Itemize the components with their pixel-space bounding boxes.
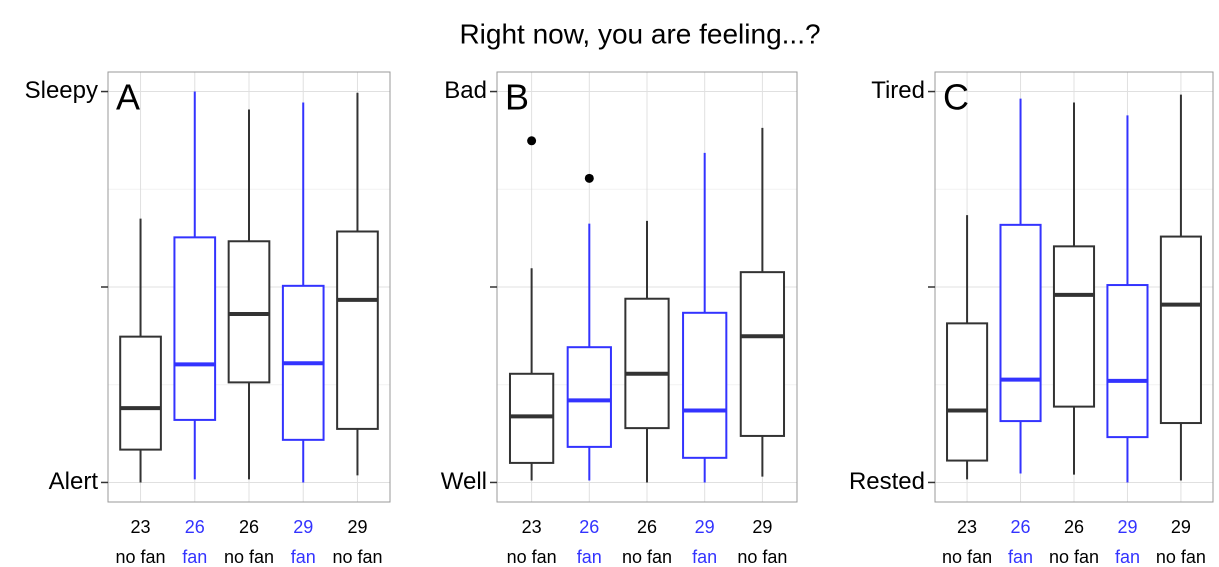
x-tick-label: 26 <box>637 517 657 537</box>
x-tick-label: no fan <box>332 547 382 567</box>
x-tick-label: 26 <box>1064 517 1084 537</box>
x-tick-label: 29 <box>752 517 772 537</box>
panel-label: B <box>505 77 529 118</box>
box <box>566 346 612 448</box>
x-tick-label: no fan <box>737 547 787 567</box>
box <box>227 240 271 384</box>
x-tick-label: fan <box>577 547 602 567</box>
box <box>946 322 989 462</box>
outlier <box>584 173 594 183</box>
x-tick-label: no fan <box>224 547 274 567</box>
x-tick-label: fan <box>692 547 717 567</box>
x-tick-label: 23 <box>131 517 151 537</box>
y-tick-label: Well <box>441 468 487 495</box>
x-tick-label: 23 <box>957 517 977 537</box>
x-tick-label: fan <box>1008 547 1033 567</box>
x-tick-label: 26 <box>1011 517 1031 537</box>
box <box>173 236 217 421</box>
panel-label: A <box>116 77 140 118</box>
x-tick-label: fan <box>291 547 316 567</box>
x-tick-label: 29 <box>695 517 715 537</box>
x-tick-label: 26 <box>185 517 205 537</box>
y-tick-label: Rested <box>849 468 925 495</box>
x-tick-label: no fan <box>507 547 557 567</box>
x-tick-label: no fan <box>1156 547 1206 567</box>
box <box>119 335 162 451</box>
x-tick-label: 26 <box>579 517 599 537</box>
box <box>624 297 670 430</box>
box <box>1159 235 1202 425</box>
panel-label: C <box>943 77 969 118</box>
x-tick-label: fan <box>182 547 207 567</box>
y-tick-label: Tired <box>871 77 925 104</box>
y-tick-label: Sleepy <box>25 77 98 104</box>
x-tick-label: 29 <box>293 517 313 537</box>
x-tick-label: no fan <box>116 547 166 567</box>
x-tick-label: no fan <box>622 547 672 567</box>
box <box>682 311 728 459</box>
x-tick-label: no fan <box>942 547 992 567</box>
box <box>336 230 379 430</box>
x-tick-label: 29 <box>1171 517 1191 537</box>
x-tick-label: 26 <box>239 517 259 537</box>
box <box>999 223 1042 423</box>
box <box>1106 284 1149 439</box>
chart-title: Right now, you are feeling...? <box>459 18 820 49</box>
x-tick-label: fan <box>1115 547 1140 567</box>
x-tick-label: 29 <box>347 517 367 537</box>
box <box>739 271 786 437</box>
box <box>1052 245 1096 408</box>
outlier <box>527 136 537 146</box>
x-tick-label: no fan <box>1049 547 1099 567</box>
x-tick-label: 23 <box>522 517 542 537</box>
y-tick-label: Bad <box>444 77 487 104</box>
y-tick-label: Alert <box>49 468 99 495</box>
x-tick-label: 29 <box>1117 517 1137 537</box>
